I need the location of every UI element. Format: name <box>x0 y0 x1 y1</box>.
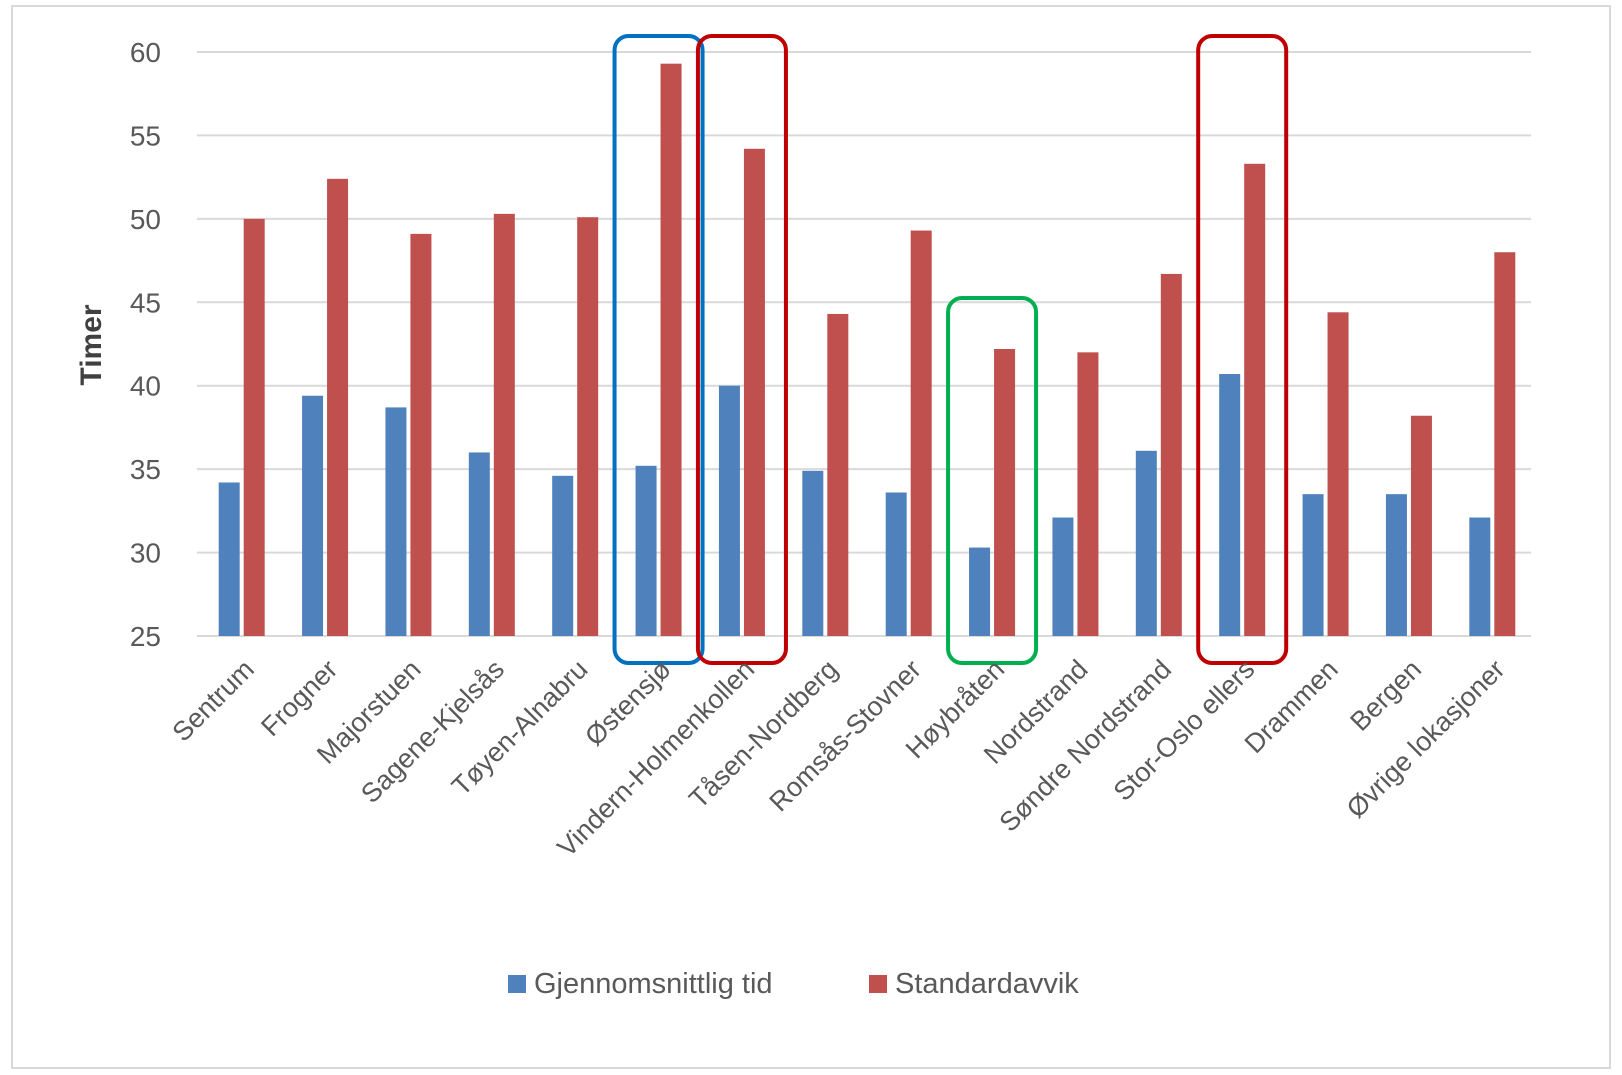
x-category-label: Sentrum <box>167 654 260 747</box>
bar-standardavvik <box>910 230 932 636</box>
bar-gjennomsnittlig-tid <box>1052 517 1074 636</box>
y-tick-label: 60 <box>130 37 161 68</box>
bar-standardavvik <box>327 178 349 636</box>
bar-gjennomsnittlig-tid <box>385 407 407 636</box>
legend-swatch <box>508 975 526 993</box>
y-axis-tick-labels: 25 30 35 40 45 50 55 60 <box>130 37 161 652</box>
bar-standardavvik <box>410 233 432 637</box>
y-tick-label: 30 <box>130 538 161 569</box>
bar-gjennomsnittlig-tid <box>969 547 991 636</box>
highlight-box <box>695 34 788 665</box>
bar-standardavvik <box>1494 252 1516 636</box>
bars <box>218 63 1516 637</box>
y-axis-title: Timer <box>75 304 108 385</box>
x-category-label: Bergen <box>1344 654 1427 737</box>
legend-swatch <box>869 975 887 993</box>
bar-gjennomsnittlig-tid <box>468 452 490 636</box>
bar-standardavvik <box>493 213 515 636</box>
y-tick-label: 40 <box>130 371 161 402</box>
y-tick-label: 25 <box>130 621 161 652</box>
bar-gjennomsnittlig-tid <box>635 465 657 636</box>
x-axis-category-labels: SentrumFrognerMajorstuenSagene-KjelsåsTø… <box>167 654 1511 863</box>
bar-gjennomsnittlig-tid <box>1219 374 1241 636</box>
highlight-box <box>612 34 705 665</box>
bar-standardavvik <box>1160 273 1182 636</box>
bar-standardavvik <box>827 313 849 636</box>
bar-gjennomsnittlig-tid <box>1302 494 1324 636</box>
bar-standardavvik <box>994 349 1016 636</box>
x-category-label: Sagene-Kjelsås <box>355 654 510 809</box>
bar-gjennomsnittlig-tid <box>1385 494 1407 636</box>
y-tick-label: 50 <box>130 204 161 235</box>
bar-standardavvik <box>1410 415 1432 636</box>
bar-gjennomsnittlig-tid <box>552 475 574 636</box>
x-category-label: Øvrige lokasjoner <box>1341 654 1511 824</box>
bar-standardavvik <box>1077 352 1099 636</box>
highlight-box <box>946 296 1039 665</box>
bar-standardavvik <box>243 218 265 636</box>
bar-gjennomsnittlig-tid <box>218 482 240 636</box>
x-category-label: Tåsen-Nordberg <box>683 654 843 814</box>
legend-label: Gjennomsnittlig tid <box>534 968 773 1000</box>
bar-gjennomsnittlig-tid <box>1135 450 1157 636</box>
legend: Gjennomsnittlig tid Standardavvik <box>508 968 1079 1000</box>
bar-gjennomsnittlig-tid <box>302 395 324 636</box>
highlight-boxes <box>612 34 1289 665</box>
bar-chart: 25 30 35 40 45 50 55 60 SentrumFrognerMajorstue… <box>75 34 1531 1000</box>
x-category-label: Stor-Oslo ellers <box>1108 654 1261 807</box>
y-tick-label: 45 <box>130 287 161 318</box>
legend-label: Standardavvik <box>895 968 1079 1000</box>
y-tick-label: 55 <box>130 120 161 151</box>
bar-gjennomsnittlig-tid <box>885 492 907 636</box>
bar-standardavvik <box>660 63 682 637</box>
bar-gjennomsnittlig-tid <box>802 470 824 636</box>
bar-standardavvik <box>577 217 599 636</box>
bar-standardavvik <box>1327 312 1349 636</box>
bar-gjennomsnittlig-tid <box>1469 517 1491 636</box>
bar-gjennomsnittlig-tid <box>718 385 740 636</box>
chart-frame: 25 30 35 40 45 50 55 60 Sentrum Frogner Majorstue… <box>11 5 1611 1069</box>
y-tick-label: 35 <box>130 454 161 485</box>
bar-standardavvik <box>1244 163 1266 636</box>
highlight-box <box>1196 34 1289 665</box>
bar-standardavvik <box>743 148 765 636</box>
x-category-label: Romsås-Stovner <box>764 654 927 817</box>
